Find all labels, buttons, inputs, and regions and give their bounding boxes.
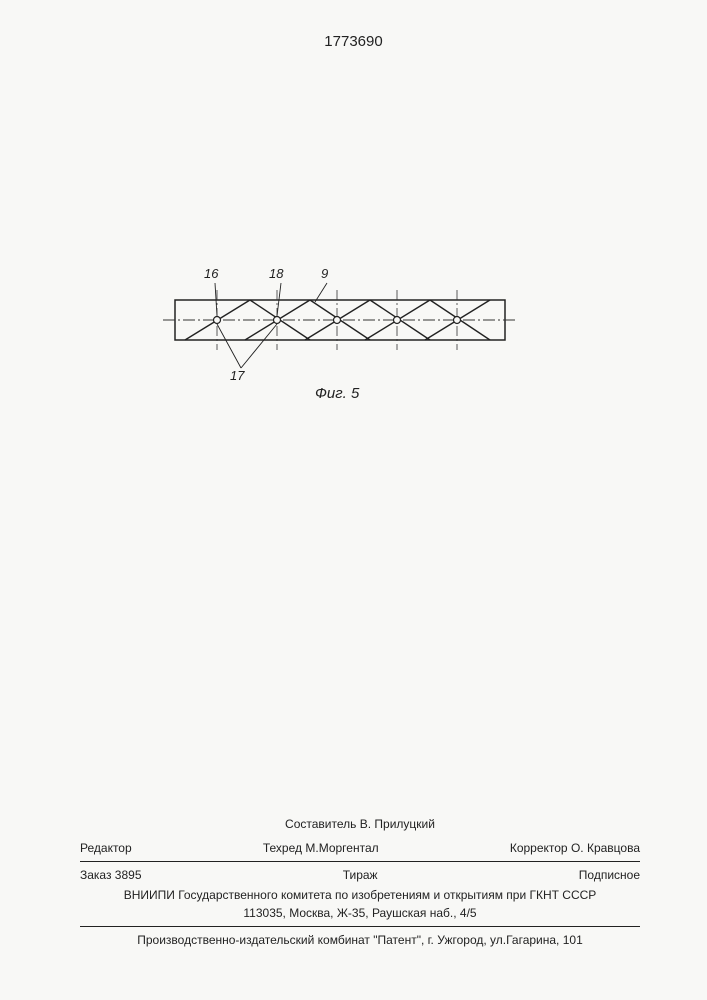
label-18: 18: [269, 266, 283, 281]
figure-caption: Фиг. 5: [315, 385, 359, 402]
corrector-label: Корректор: [510, 841, 568, 855]
org-line-1: ВНИИПИ Государственного комитета по изоб…: [80, 886, 640, 904]
composer-name: В. Прилуцкий: [360, 817, 435, 831]
tirazh-label: Тираж: [343, 866, 378, 884]
credit-row: Редактор Техред М.Моргентал Корректор О.…: [80, 839, 640, 857]
editor-label: Редактор: [80, 839, 132, 857]
corrector-name: О. Кравцова: [571, 841, 640, 855]
label-17: 17: [230, 368, 244, 383]
separator-2: [80, 926, 640, 927]
document-number: 1773690: [0, 33, 707, 50]
patent-page: 1773690: [0, 0, 707, 1000]
order-row: Заказ 3895 Тираж Подписное: [80, 866, 640, 884]
footer-block: Составитель В. Прилуцкий Редактор Техред…: [80, 815, 640, 949]
order-label: Заказ 3895: [80, 866, 142, 884]
techred-name: М.Моргентал: [305, 841, 378, 855]
composer-label: Составитель: [285, 817, 356, 831]
production-line: Производственно-издательский комбинат "П…: [80, 931, 640, 949]
techred-label: Техред: [263, 841, 302, 855]
composer-line: Составитель В. Прилуцкий: [80, 815, 640, 833]
label-16: 16: [204, 266, 218, 281]
org-lines: ВНИИПИ Государственного комитета по изоб…: [80, 886, 640, 922]
label-9: 9: [321, 266, 328, 281]
org-line-2: 113035, Москва, Ж-35, Раушская наб., 4/5: [80, 904, 640, 922]
separator-1: [80, 861, 640, 862]
subscription-label: Подписное: [579, 866, 640, 884]
